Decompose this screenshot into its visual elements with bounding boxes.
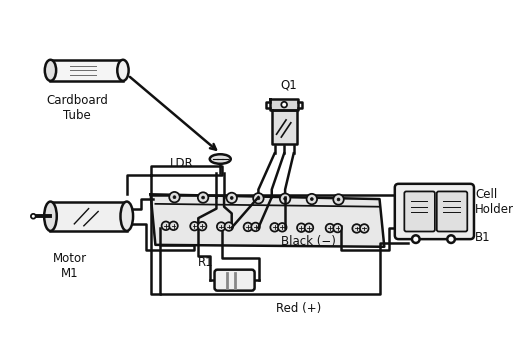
Circle shape bbox=[360, 224, 369, 233]
FancyBboxPatch shape bbox=[405, 192, 435, 231]
Polygon shape bbox=[50, 202, 127, 231]
Ellipse shape bbox=[210, 154, 231, 164]
Circle shape bbox=[333, 224, 342, 232]
Circle shape bbox=[198, 222, 206, 230]
Circle shape bbox=[169, 192, 180, 202]
Circle shape bbox=[353, 224, 361, 233]
Circle shape bbox=[253, 193, 264, 203]
Circle shape bbox=[326, 224, 334, 232]
Circle shape bbox=[173, 196, 176, 199]
Circle shape bbox=[226, 193, 237, 203]
FancyBboxPatch shape bbox=[395, 184, 474, 239]
Ellipse shape bbox=[45, 60, 56, 81]
Text: Red (+): Red (+) bbox=[276, 302, 321, 315]
Circle shape bbox=[251, 222, 260, 231]
Text: R1: R1 bbox=[198, 256, 214, 269]
Polygon shape bbox=[50, 60, 123, 81]
Text: Q1: Q1 bbox=[281, 78, 297, 91]
Circle shape bbox=[284, 197, 287, 200]
Polygon shape bbox=[151, 194, 384, 247]
Circle shape bbox=[169, 221, 178, 230]
Circle shape bbox=[230, 197, 233, 199]
Circle shape bbox=[202, 196, 204, 199]
Circle shape bbox=[447, 235, 455, 243]
Text: LDR: LDR bbox=[170, 157, 193, 170]
Circle shape bbox=[297, 224, 306, 232]
Circle shape bbox=[162, 221, 170, 230]
Text: Black (−): Black (−) bbox=[281, 235, 335, 248]
Circle shape bbox=[337, 198, 340, 201]
Circle shape bbox=[278, 223, 287, 231]
Circle shape bbox=[280, 193, 290, 204]
Circle shape bbox=[333, 194, 344, 205]
Text: B1: B1 bbox=[475, 230, 490, 244]
Text: Motor
M1: Motor M1 bbox=[53, 252, 87, 279]
Circle shape bbox=[244, 222, 252, 231]
Circle shape bbox=[307, 194, 317, 204]
Ellipse shape bbox=[121, 202, 133, 231]
Circle shape bbox=[198, 192, 209, 203]
FancyBboxPatch shape bbox=[215, 270, 255, 291]
Circle shape bbox=[217, 222, 226, 231]
Circle shape bbox=[257, 197, 260, 200]
Polygon shape bbox=[272, 111, 296, 144]
Text: Cardboard
Tube: Cardboard Tube bbox=[46, 94, 108, 122]
Text: Cell
Holder: Cell Holder bbox=[475, 188, 514, 216]
Circle shape bbox=[310, 198, 313, 201]
Circle shape bbox=[270, 223, 279, 231]
Circle shape bbox=[305, 224, 313, 232]
Ellipse shape bbox=[118, 60, 128, 81]
Ellipse shape bbox=[44, 202, 57, 231]
Circle shape bbox=[225, 222, 233, 231]
FancyBboxPatch shape bbox=[437, 192, 467, 231]
Polygon shape bbox=[270, 99, 298, 111]
Circle shape bbox=[190, 222, 199, 230]
Circle shape bbox=[412, 235, 420, 243]
Circle shape bbox=[281, 102, 287, 108]
Circle shape bbox=[31, 214, 36, 219]
